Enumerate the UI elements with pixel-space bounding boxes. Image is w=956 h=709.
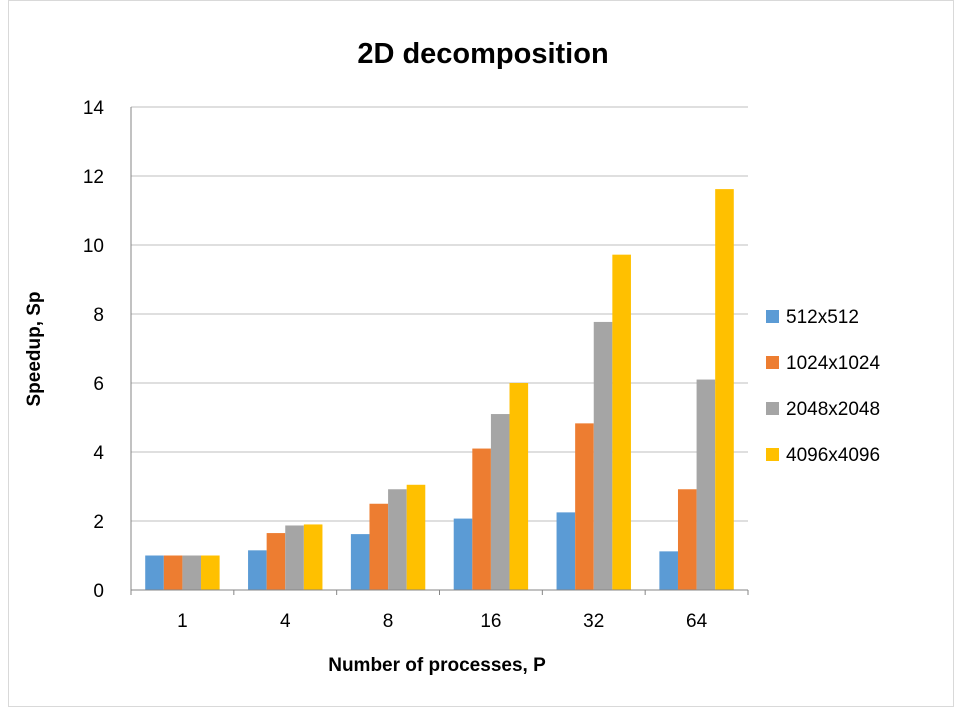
x-tick-label: 64 <box>686 611 708 632</box>
bar <box>145 555 164 590</box>
bar <box>303 524 323 590</box>
bar <box>556 512 576 590</box>
bar <box>266 533 286 590</box>
bar <box>453 518 473 590</box>
y-tick-label: 8 <box>93 305 104 326</box>
legend-swatch <box>766 356 779 369</box>
legend-swatch <box>766 448 779 461</box>
bar <box>369 503 389 590</box>
x-tick-label: 32 <box>583 611 604 632</box>
bar <box>472 448 491 590</box>
bar <box>350 534 370 590</box>
y-tick-label: 12 <box>83 167 104 188</box>
chart-title: 2D decomposition <box>357 38 608 70</box>
bar <box>509 383 529 590</box>
gridlines <box>131 106 748 522</box>
bar <box>182 555 202 590</box>
bar <box>388 489 407 590</box>
legend-label: 4096x4096 <box>786 445 880 466</box>
y-tick-label: 14 <box>83 98 105 119</box>
legend-label: 1024x1024 <box>786 353 880 374</box>
y-tick-label: 10 <box>83 236 104 257</box>
bar <box>593 321 613 590</box>
bar <box>406 484 426 590</box>
bar <box>248 550 267 590</box>
legend-label: 512x512 <box>786 307 859 328</box>
legend-swatch <box>766 402 779 415</box>
bar <box>201 555 220 590</box>
y-tick-label: 0 <box>93 581 104 602</box>
bar <box>490 414 510 590</box>
bar <box>575 423 594 590</box>
y-tick-label: 4 <box>93 443 104 464</box>
legend-label: 2048x2048 <box>786 399 880 420</box>
bar <box>696 379 716 590</box>
y-axis-title: Speedup, Sp <box>24 291 45 406</box>
x-tick-label: 16 <box>480 611 501 632</box>
legend: 512x512 1024x1024 2048x2048 4096x4096 <box>766 307 880 466</box>
bars <box>145 189 734 591</box>
bar <box>612 254 631 590</box>
bar <box>715 189 734 591</box>
x-tick-label: 4 <box>280 611 291 632</box>
bar <box>163 555 183 590</box>
x-axis-title: Number of processes, P <box>328 655 546 676</box>
bar <box>677 489 697 590</box>
x-tick-label: 1 <box>177 611 188 632</box>
bar <box>285 525 304 590</box>
x-tick-label: 8 <box>383 611 394 632</box>
bar <box>659 551 678 590</box>
y-tick-label: 6 <box>93 374 104 395</box>
legend-swatch <box>766 310 779 323</box>
y-tick-label: 2 <box>93 512 104 533</box>
